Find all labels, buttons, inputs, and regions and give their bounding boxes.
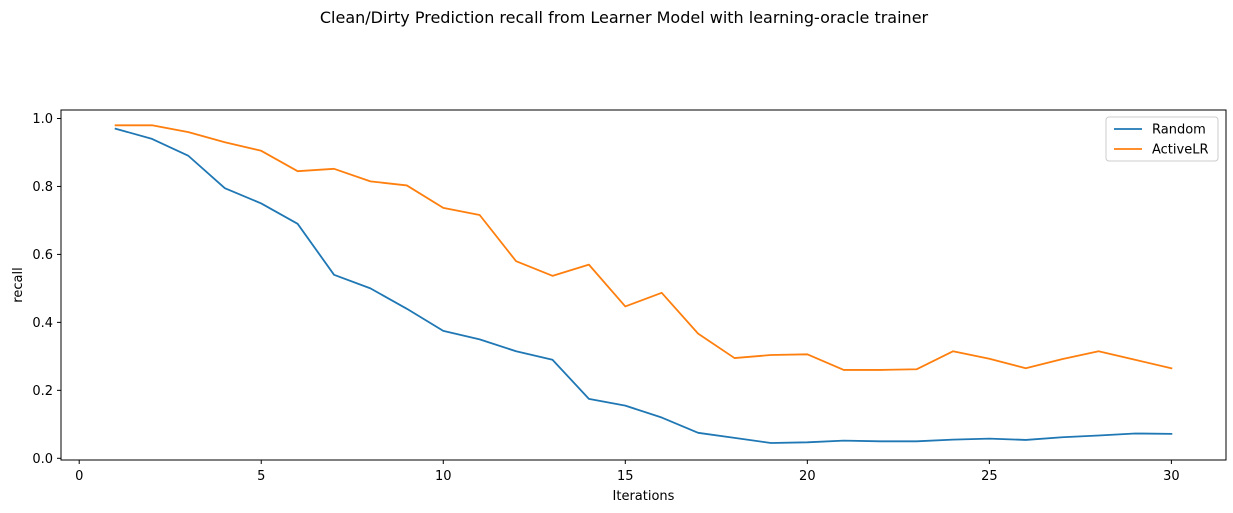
x-tick-label: 30 bbox=[1163, 469, 1180, 484]
series-line-activelr bbox=[114, 124, 1173, 371]
y-tick-label: 0.8 bbox=[32, 180, 53, 195]
x-tick-label: 25 bbox=[981, 469, 998, 484]
y-tick-label: 0.4 bbox=[32, 316, 53, 331]
y-tick-label: 0.2 bbox=[32, 384, 53, 399]
legend-label: Random bbox=[1152, 123, 1206, 138]
y-tick-label: 1.0 bbox=[32, 112, 53, 127]
x-axis-label: Iterations bbox=[613, 489, 675, 504]
x-tick-label: 20 bbox=[799, 469, 816, 484]
x-tick-label: 0 bbox=[75, 469, 83, 484]
plot-marks bbox=[114, 124, 1173, 444]
y-tick-label: 0.0 bbox=[32, 452, 53, 467]
y-axis-label: recall bbox=[11, 267, 26, 302]
x-tick-label: 5 bbox=[257, 469, 265, 484]
series-line-random bbox=[114, 127, 1173, 444]
chart-title: Clean/Dirty Prediction recall from Learn… bbox=[319, 8, 929, 27]
x-axis-ticks: 0 5 10 15 20 25 30 bbox=[75, 460, 1180, 484]
x-tick-label: 15 bbox=[617, 469, 634, 484]
legend-box bbox=[1105, 116, 1219, 162]
y-axis-ticks: 0.0 0.2 0.4 0.6 0.8 1.0 bbox=[32, 112, 61, 467]
x-tick-label: 10 bbox=[435, 469, 452, 484]
legend-label: ActiveLR bbox=[1152, 143, 1209, 158]
y-tick-label: 0.6 bbox=[32, 248, 53, 263]
plot-frame bbox=[60, 109, 1227, 461]
legend: Random ActiveLR bbox=[1105, 116, 1219, 162]
